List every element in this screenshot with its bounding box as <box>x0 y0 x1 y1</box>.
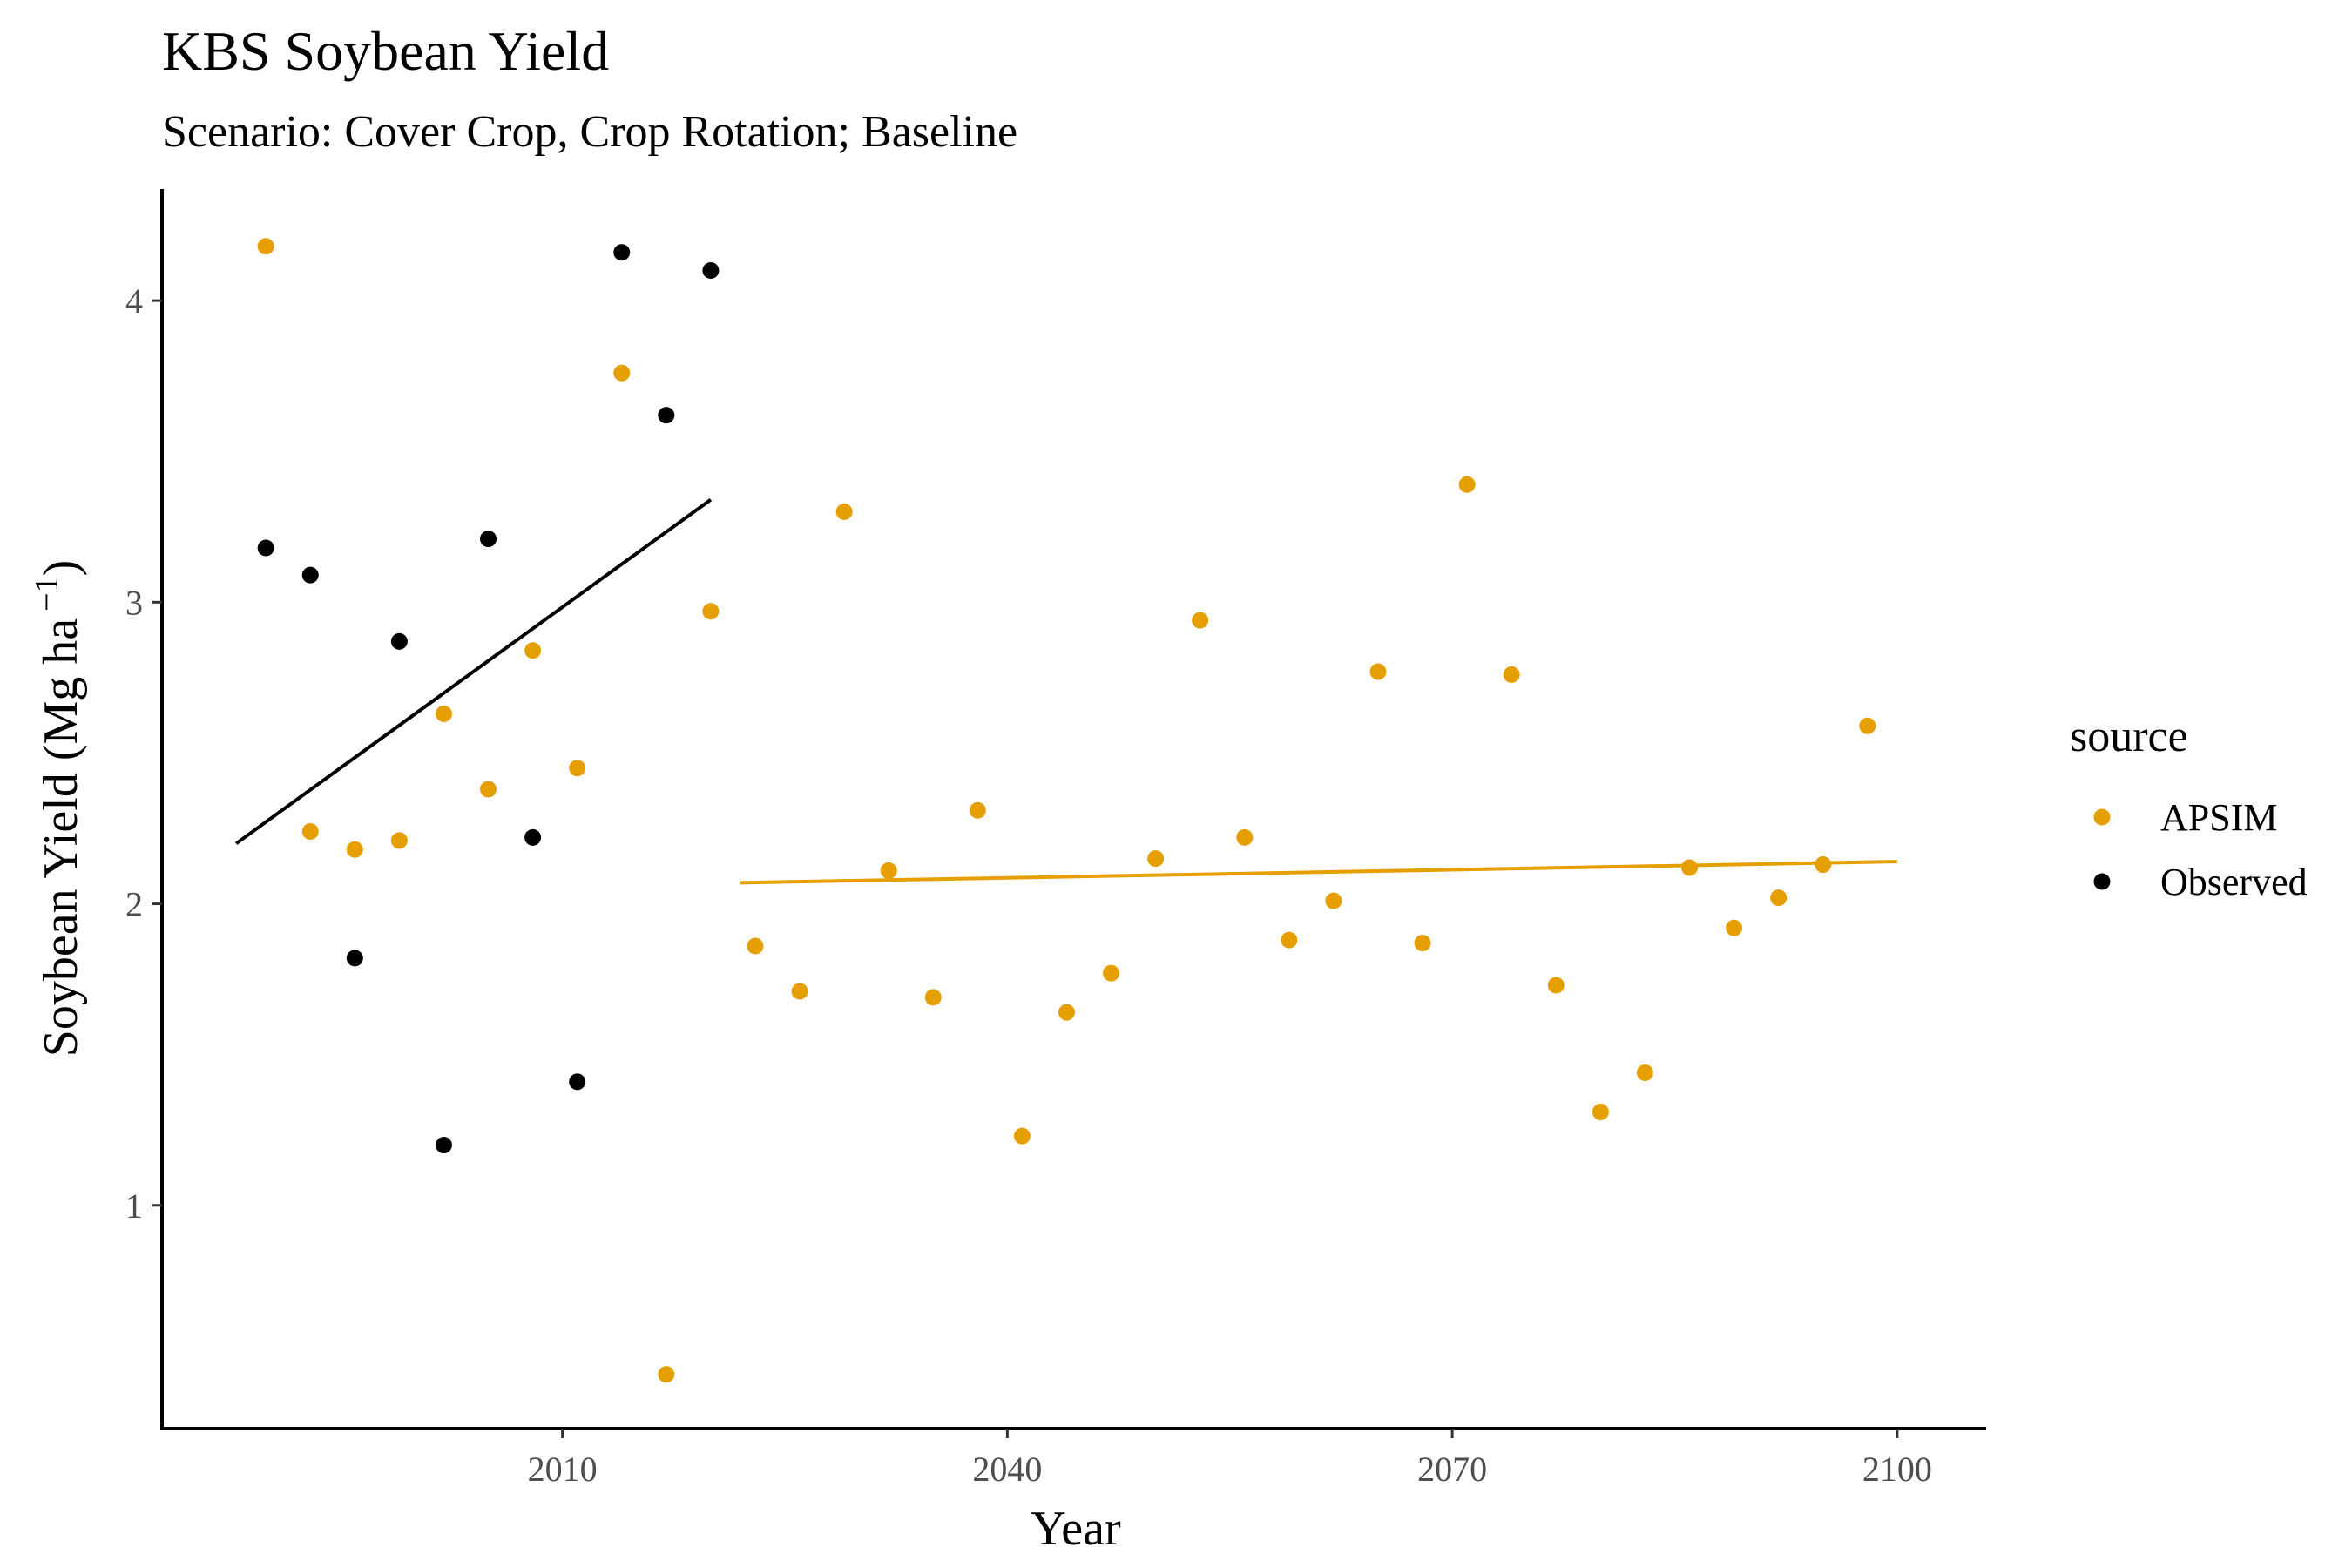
observed-point <box>702 261 720 279</box>
observed-point <box>346 950 363 967</box>
observed-point <box>390 632 408 650</box>
legend-title: source <box>2070 712 2188 761</box>
apsim-point <box>480 781 497 798</box>
apsim-point <box>1859 717 1876 734</box>
apsim-point <box>1325 892 1342 909</box>
legend-label-apsim: APSIM <box>2160 796 2278 839</box>
chart-title: KBS Soybean Yield <box>162 20 609 82</box>
apsim-point <box>1770 889 1788 907</box>
x-tick-label: 2070 <box>1417 1450 1487 1489</box>
apsim-point <box>835 503 853 520</box>
apsim-trend-line <box>740 860 1897 885</box>
apsim-point <box>257 238 274 255</box>
apsim-point <box>924 989 942 1006</box>
plot-area <box>234 238 1897 1383</box>
y-axis-title-close: ) <box>34 560 88 577</box>
x-axis-ticks: 2010 2040 2070 2100 <box>528 1429 1932 1489</box>
apsim-point <box>791 983 808 1000</box>
apsim-point <box>1147 850 1165 868</box>
trend-layer <box>234 497 1897 885</box>
legend-key-observed <box>2093 873 2111 890</box>
observed-point <box>569 1073 586 1091</box>
apsim-point <box>1103 964 1120 982</box>
apsim-point <box>524 642 542 659</box>
apsim-point <box>702 603 720 620</box>
apsim-point <box>1726 919 1743 936</box>
observed-trend-line <box>234 497 713 845</box>
apsim-point <box>1547 977 1565 994</box>
point-layer <box>257 238 1876 1383</box>
observed-point <box>435 1137 452 1154</box>
apsim-point <box>747 937 764 955</box>
observed-point <box>257 539 274 557</box>
apsim-point <box>390 832 408 849</box>
apsim-point <box>1414 935 1431 952</box>
apsim-point <box>1369 663 1387 680</box>
apsim-point <box>1503 666 1520 683</box>
apsim-point <box>613 364 631 382</box>
x-tick-label: 2100 <box>1862 1450 1932 1489</box>
x-tick-label: 2040 <box>972 1450 1042 1489</box>
y-tick-label: 4 <box>125 281 143 321</box>
apsim-point <box>569 760 586 777</box>
observed-point <box>658 407 675 424</box>
legend-label-observed: Observed <box>2160 861 2308 903</box>
apsim-point <box>301 822 319 840</box>
apsim-point <box>658 1366 675 1383</box>
y-tick-label: 3 <box>125 583 143 622</box>
y-axis-title-sup: −1 <box>29 576 65 611</box>
apsim-point <box>1636 1064 1653 1081</box>
y-axis-ticks: 1 2 3 4 <box>125 281 162 1226</box>
y-tick-label: 2 <box>125 885 143 924</box>
observed-point <box>301 566 319 584</box>
apsim-point <box>880 862 897 879</box>
y-axis-title: Soybean Yield (Mg ha −1) <box>29 560 88 1058</box>
observed-point <box>480 531 497 548</box>
y-axis-title-main: Soybean Yield (Mg ha <box>34 618 88 1058</box>
apsim-point <box>1013 1127 1031 1145</box>
legend: source APSIM Observed <box>2070 712 2308 903</box>
apsim-point <box>1815 856 1832 874</box>
observed-point <box>613 244 631 261</box>
x-axis-title: Year <box>1031 1502 1121 1556</box>
apsim-point <box>1281 931 1298 949</box>
apsim-point <box>1681 859 1699 876</box>
apsim-point <box>346 841 363 858</box>
y-tick-label: 1 <box>125 1186 143 1226</box>
observed-point <box>524 828 542 846</box>
apsim-point <box>969 801 986 819</box>
apsim-point <box>1058 1004 1075 1021</box>
apsim-point <box>1458 476 1476 493</box>
chart-subtitle: Scenario: Cover Crop, Crop Rotation; Bas… <box>162 107 1017 157</box>
apsim-point <box>1236 828 1254 846</box>
legend-key-apsim <box>2093 808 2111 826</box>
x-tick-label: 2010 <box>528 1450 598 1489</box>
apsim-point <box>435 705 452 722</box>
apsim-point <box>1192 612 1209 629</box>
apsim-point <box>1592 1103 1609 1120</box>
